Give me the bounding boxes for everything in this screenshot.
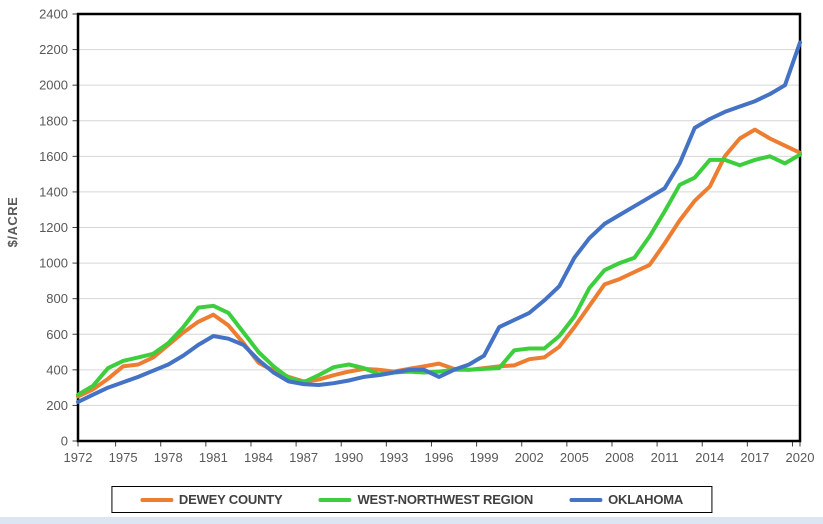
legend-label-oklahoma: OKLAHOMA (608, 492, 684, 507)
x-tick-label: 1996 (425, 450, 454, 465)
x-tick-label: 1987 (289, 450, 318, 465)
bottom-strip (0, 517, 823, 524)
x-tick-label: 2017 (740, 450, 769, 465)
y-tick-label: 800 (46, 291, 68, 306)
legend-item-dewey-county: DEWEY COUNTY (139, 492, 283, 507)
series-line-oklahoma (76, 40, 802, 404)
y-tick-label: 200 (46, 398, 68, 413)
y-tick-label: 1400 (39, 184, 68, 199)
x-tick-label: 1984 (244, 450, 273, 465)
x-tick-label: 2020 (786, 450, 815, 465)
x-tick-label: 1972 (64, 450, 93, 465)
y-tick-label: 1200 (39, 220, 68, 235)
legend-label-west-northwest-region: WEST-NORTHWEST REGION (357, 492, 534, 507)
y-tick-label: 400 (46, 362, 68, 377)
legend-item-west-northwest-region: WEST-NORTHWEST REGION (318, 492, 533, 507)
y-tick-label: 2200 (39, 42, 68, 57)
y-tick-label: 2000 (39, 78, 68, 93)
legend-label-dewey-county: DEWEY COUNTY (178, 492, 283, 507)
y-tick-label: 1600 (39, 149, 68, 164)
legend-item-oklahoma: OKLAHOMA (569, 492, 683, 507)
x-tick-label: 2014 (695, 450, 724, 465)
chart-legend: DEWEY COUNTY WEST-NORTHWEST REGION OKLAHOM… (110, 486, 713, 513)
x-tick-label: 1975 (109, 450, 138, 465)
y-tick-label: 600 (46, 327, 68, 342)
x-tick-label: 2011 (651, 450, 679, 465)
x-tick-label: 1990 (334, 450, 363, 465)
legend-swatch-oklahoma (569, 497, 603, 502)
y-tick-label: 1800 (39, 113, 68, 128)
x-tick-label: 2005 (560, 450, 589, 465)
y-tick-label: 1000 (39, 256, 68, 271)
legend-swatch-dewey-county (139, 497, 173, 502)
x-tick-label: 1999 (470, 450, 499, 465)
x-tick-label: 1981 (199, 450, 228, 465)
y-tick-label: 2400 (39, 7, 68, 22)
legend-swatch-west-northwest-region (318, 497, 352, 502)
series-line-dewey-county (76, 127, 802, 399)
series-line-west-northwest-region (76, 152, 802, 397)
x-tick-label: 2008 (605, 450, 634, 465)
y-tick-label: 0 (61, 434, 68, 449)
x-tick-label: 1993 (379, 450, 408, 465)
plot-border (76, 12, 802, 443)
x-tick-label: 1978 (154, 450, 183, 465)
x-tick-label: 2002 (515, 450, 544, 465)
